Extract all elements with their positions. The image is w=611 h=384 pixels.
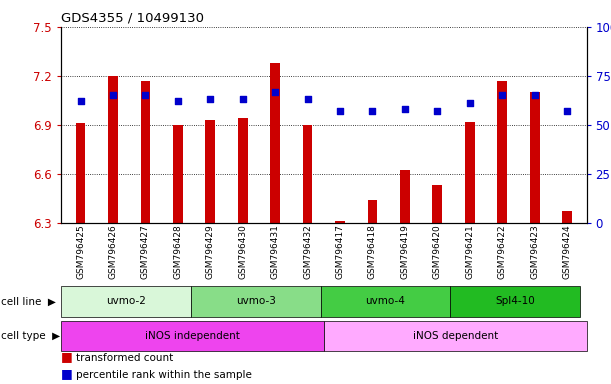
Text: uvmo-2: uvmo-2 [106, 296, 146, 306]
Bar [302, 125, 312, 223]
Bar [205, 120, 215, 223]
Text: transformed count: transformed count [76, 353, 174, 363]
Text: iNOS dependent: iNOS dependent [412, 331, 498, 341]
Point [368, 108, 378, 114]
Bar [76, 123, 86, 223]
Bar [270, 63, 280, 223]
Text: percentile rank within the sample: percentile rank within the sample [76, 370, 252, 380]
Bar [173, 125, 183, 223]
Bar [368, 200, 378, 223]
Bar [497, 81, 507, 223]
Text: ■: ■ [61, 367, 77, 380]
Point [141, 92, 150, 98]
Bar [433, 185, 442, 223]
Text: uvmo-3: uvmo-3 [236, 296, 276, 306]
Bar [238, 118, 247, 223]
Text: Spl4-10: Spl4-10 [496, 296, 535, 306]
Text: GDS4355 / 10499130: GDS4355 / 10499130 [61, 12, 204, 25]
Point [465, 100, 475, 106]
Text: iNOS independent: iNOS independent [145, 331, 240, 341]
Point [562, 108, 572, 114]
Text: cell type  ▶: cell type ▶ [1, 331, 60, 341]
Point [270, 88, 280, 94]
Bar [530, 92, 540, 223]
Point [173, 98, 183, 104]
Bar [108, 76, 118, 223]
Point [335, 108, 345, 114]
Text: cell line  ▶: cell line ▶ [1, 296, 56, 306]
Point [76, 98, 86, 104]
Text: ■: ■ [61, 350, 77, 363]
Point [238, 96, 247, 103]
Point [302, 96, 312, 103]
Point [497, 92, 507, 98]
Bar [141, 81, 150, 223]
Bar [562, 211, 572, 223]
Bar [335, 221, 345, 223]
Bar [400, 170, 410, 223]
Point [400, 106, 410, 112]
Bar [465, 121, 475, 223]
Point [433, 108, 442, 114]
Point [205, 96, 215, 103]
Point [108, 92, 118, 98]
Point [530, 92, 540, 98]
Text: uvmo-4: uvmo-4 [365, 296, 405, 306]
